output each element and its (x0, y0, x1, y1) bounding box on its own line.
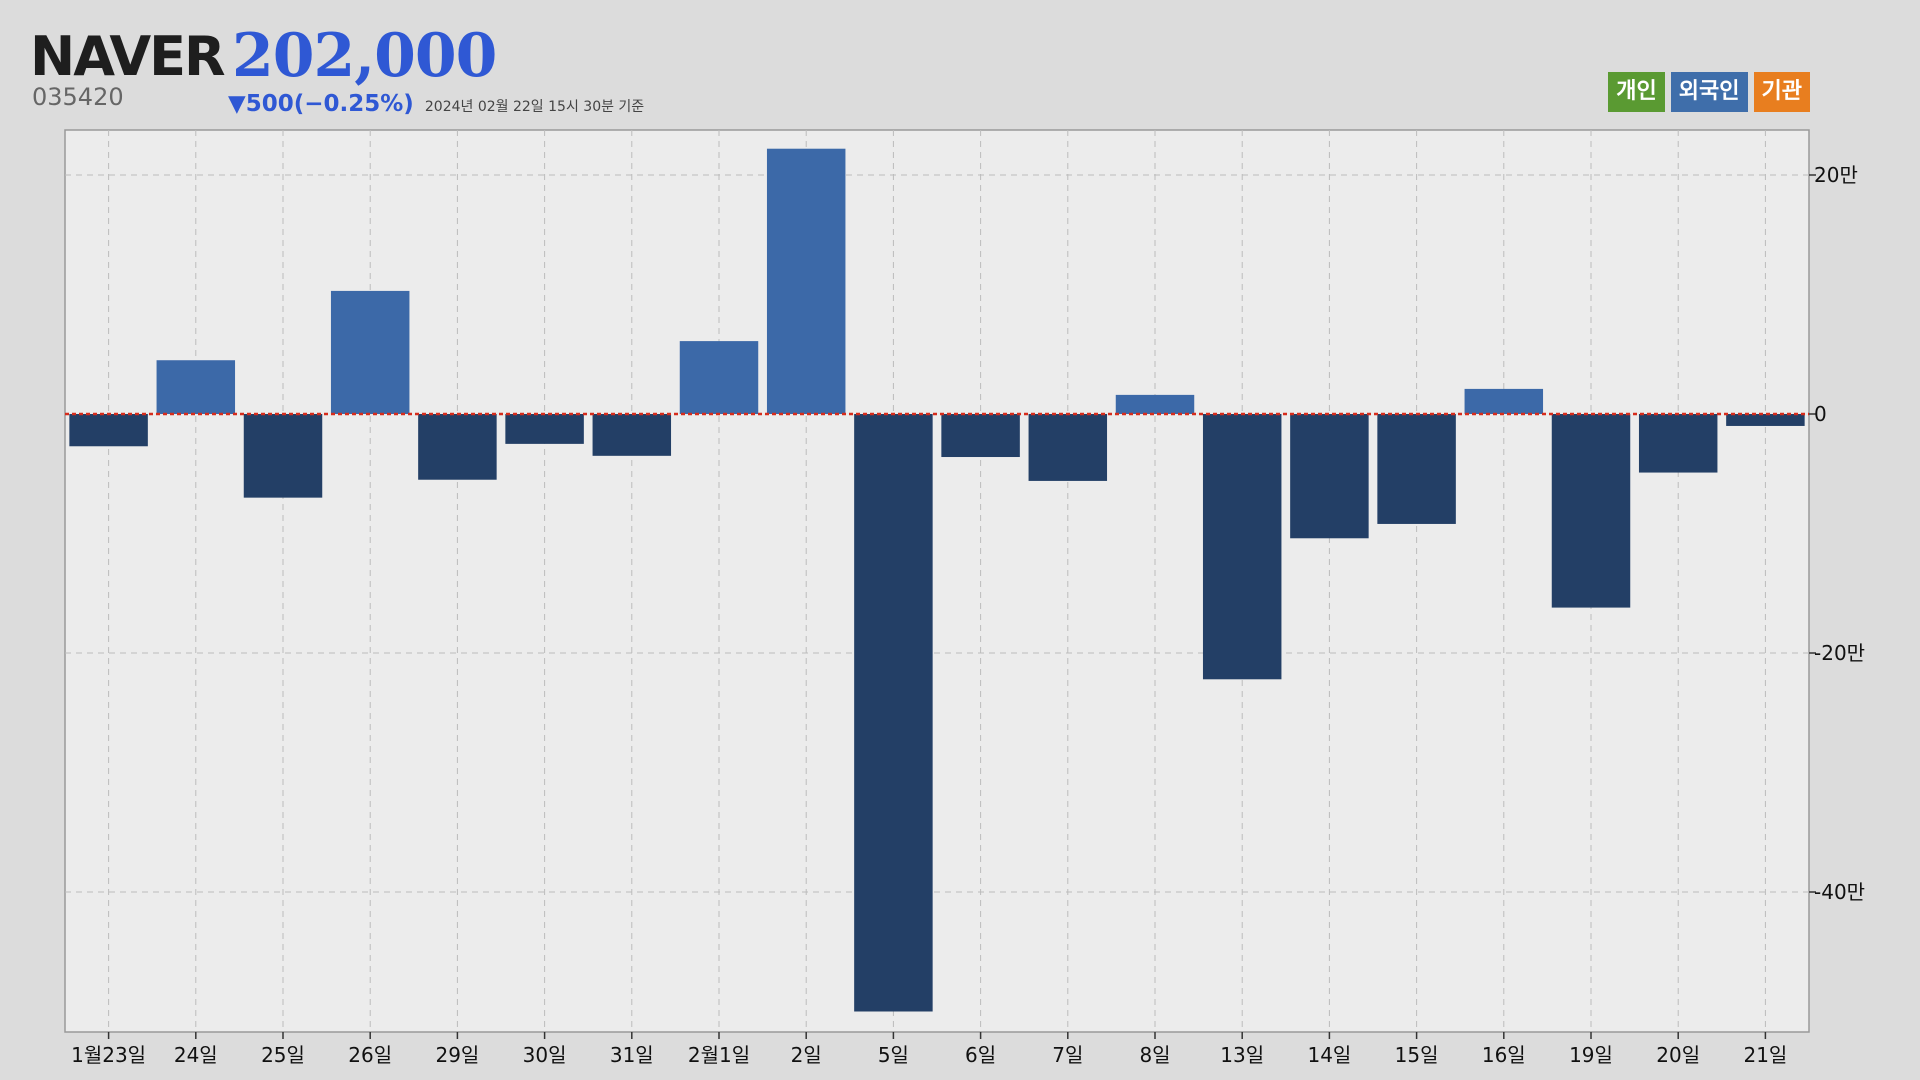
chart-header: NAVER 202,000 035420 ▼500(−0.25%) 2024년 … (0, 0, 1920, 128)
bar (1464, 388, 1544, 414)
plot-area (64, 129, 1810, 1033)
bar (1551, 414, 1631, 608)
x-tick-label: 7일 (1052, 1043, 1083, 1067)
x-tick-label: 15일 (1395, 1043, 1439, 1067)
bar (941, 414, 1020, 458)
price-change: ▼500(−0.25%) (228, 91, 414, 117)
bar (156, 360, 236, 414)
x-tick-label: 30일 (523, 1043, 567, 1067)
price-change-row: ▼500(−0.25%) 2024년 02월 22일 15시 30분 기준 (228, 90, 644, 121)
x-tick-label: 16일 (1482, 1043, 1526, 1067)
x-tick-label: 8일 (1139, 1043, 1170, 1067)
legend-foreign[interactable]: 외국인 (1670, 72, 1748, 112)
x-tick-label: 31일 (610, 1043, 654, 1067)
x-tick-label: 21일 (1743, 1043, 1787, 1067)
y-tick-label: 20만 (1814, 163, 1858, 187)
stock-name: NAVER (30, 25, 226, 88)
bar (592, 414, 672, 456)
bar (1638, 414, 1718, 473)
bar (1115, 394, 1195, 414)
bar (679, 341, 759, 414)
bar (69, 414, 148, 447)
x-tick-label: 14일 (1307, 1043, 1351, 1067)
bar (1202, 414, 1282, 680)
bar (418, 414, 497, 480)
bar (330, 290, 410, 414)
timestamp: 2024년 02월 22일 15시 30분 기준 (424, 99, 645, 115)
y-tick-label: 0 (1814, 402, 1827, 426)
x-tick-label: 20일 (1656, 1043, 1700, 1067)
stock-code: 035420 (32, 83, 124, 111)
x-tick-label: 1월23일 (71, 1043, 146, 1067)
stock-price: 202,000 (232, 21, 497, 91)
legend-individual[interactable]: 개인 (1608, 72, 1665, 112)
x-tick-label: 26일 (348, 1043, 392, 1067)
legend: 개인 외국인 기관 (1608, 72, 1810, 112)
bar (1290, 414, 1369, 539)
bar (1028, 414, 1108, 481)
y-tick-label: -40만 (1814, 880, 1865, 904)
x-tick-label: 25일 (261, 1043, 305, 1067)
bar (1377, 414, 1456, 524)
bar (766, 148, 846, 414)
x-tick-label: 2일 (791, 1043, 822, 1067)
x-tick-label: 19일 (1569, 1043, 1613, 1067)
x-tick-label: 24일 (174, 1043, 218, 1067)
x-tick-label: 29일 (435, 1043, 479, 1067)
bar (243, 414, 323, 498)
bar (505, 414, 584, 444)
legend-institution[interactable]: 기관 (1753, 72, 1810, 112)
x-tick-label: 2월1일 (688, 1043, 750, 1067)
bar (854, 414, 933, 1012)
y-tick-label: -20만 (1814, 641, 1865, 665)
x-tick-label: 13일 (1220, 1043, 1264, 1067)
bar (1726, 414, 1805, 426)
x-tick-label: 6일 (965, 1043, 996, 1067)
x-tick-label: 5일 (878, 1043, 909, 1067)
